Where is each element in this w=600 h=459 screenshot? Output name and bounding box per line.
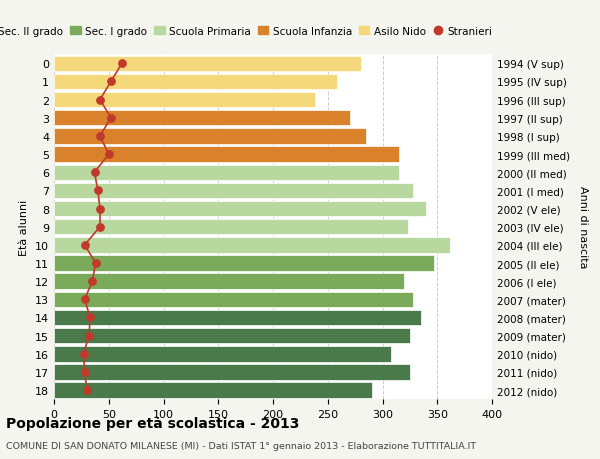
Point — [95, 206, 105, 213]
Point — [80, 296, 89, 303]
Point — [95, 97, 105, 104]
Y-axis label: Anni di nascita: Anni di nascita — [578, 186, 589, 269]
Bar — [54, 74, 337, 90]
Bar — [54, 328, 410, 344]
Text: Popolazione per età scolastica - 2013: Popolazione per età scolastica - 2013 — [6, 415, 299, 430]
Bar — [54, 183, 413, 199]
Bar — [54, 219, 407, 235]
Point — [104, 151, 113, 158]
Point — [79, 350, 88, 358]
Bar — [54, 382, 371, 398]
Bar — [54, 93, 314, 108]
Text: COMUNE DI SAN DONATO MILANESE (MI) - Dati ISTAT 1° gennaio 2013 - Elaborazione T: COMUNE DI SAN DONATO MILANESE (MI) - Dat… — [6, 441, 476, 450]
Point — [91, 260, 100, 267]
Point — [88, 278, 97, 285]
Bar — [54, 292, 413, 308]
Bar — [54, 165, 399, 180]
Bar — [54, 238, 451, 253]
Y-axis label: Età alunni: Età alunni — [19, 199, 29, 255]
Point — [80, 369, 89, 376]
Point — [106, 115, 116, 122]
Bar — [54, 310, 421, 325]
Bar — [54, 56, 361, 72]
Point — [117, 61, 127, 68]
Bar — [54, 129, 366, 144]
Legend: Sec. II grado, Sec. I grado, Scuola Primaria, Scuola Infanzia, Asilo Nido, Stran: Sec. II grado, Sec. I grado, Scuola Prim… — [0, 22, 497, 41]
Point — [90, 169, 100, 177]
Point — [84, 332, 94, 340]
Bar — [54, 111, 350, 126]
Point — [95, 224, 105, 231]
Bar — [54, 274, 404, 289]
Bar — [54, 364, 410, 380]
Point — [80, 241, 89, 249]
Point — [93, 187, 103, 195]
Bar — [54, 256, 434, 271]
Point — [82, 386, 92, 394]
Bar — [54, 347, 391, 362]
Point — [106, 78, 116, 86]
Bar — [54, 147, 399, 162]
Point — [95, 133, 105, 140]
Bar — [54, 202, 426, 217]
Point — [85, 314, 95, 321]
